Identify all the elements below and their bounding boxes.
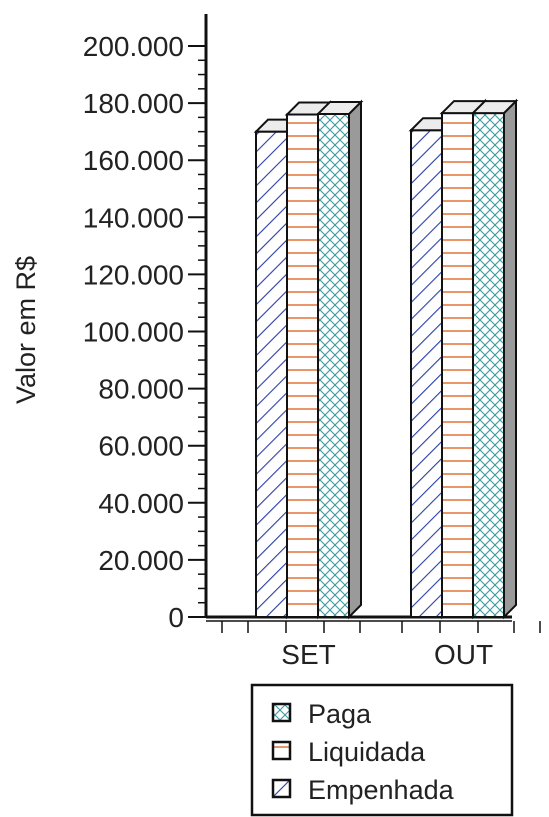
x-category-label: OUT [434,639,493,670]
y-tick-label: 0 [168,602,184,633]
legend-box [250,683,514,817]
legend-swatch-empenhada [271,778,292,799]
y-tick-label: 40.000 [98,488,184,519]
legend-label-empenhada: Empenhada [308,775,455,805]
bars [253,98,519,620]
y-tick-label: 80.000 [98,374,184,405]
legend-label-paga: Paga [308,699,372,729]
y-tick-label: 60.000 [98,431,184,462]
y-axis-label: Valor em R$ [11,256,41,404]
legend-label-liquidada: Liquidada [308,737,426,767]
legend-swatch-paga [271,702,292,723]
bar-paga-out [470,98,519,620]
y-tick-label: 160.000 [83,145,184,176]
legend: Paga Liquidada Empenhada [250,683,514,817]
x-axis [206,615,541,633]
y-tick-label: 120.000 [83,259,184,290]
legend-swatch-liquidada [271,740,292,761]
y-tick-label: 20.000 [98,545,184,576]
y-tick-label: 200.000 [83,31,184,62]
x-category-label: SET [281,639,335,670]
y-tick-label: 140.000 [83,202,184,233]
bar-paga-set [315,99,364,620]
y-axis: 0 20.000 40.000 60.000 80.000 100.000 120.000 1… [83,14,208,633]
category-labels: SET OUT [281,639,493,670]
y-tick-label: 100.000 [83,317,184,348]
y-tick-label: 180.000 [83,88,184,119]
